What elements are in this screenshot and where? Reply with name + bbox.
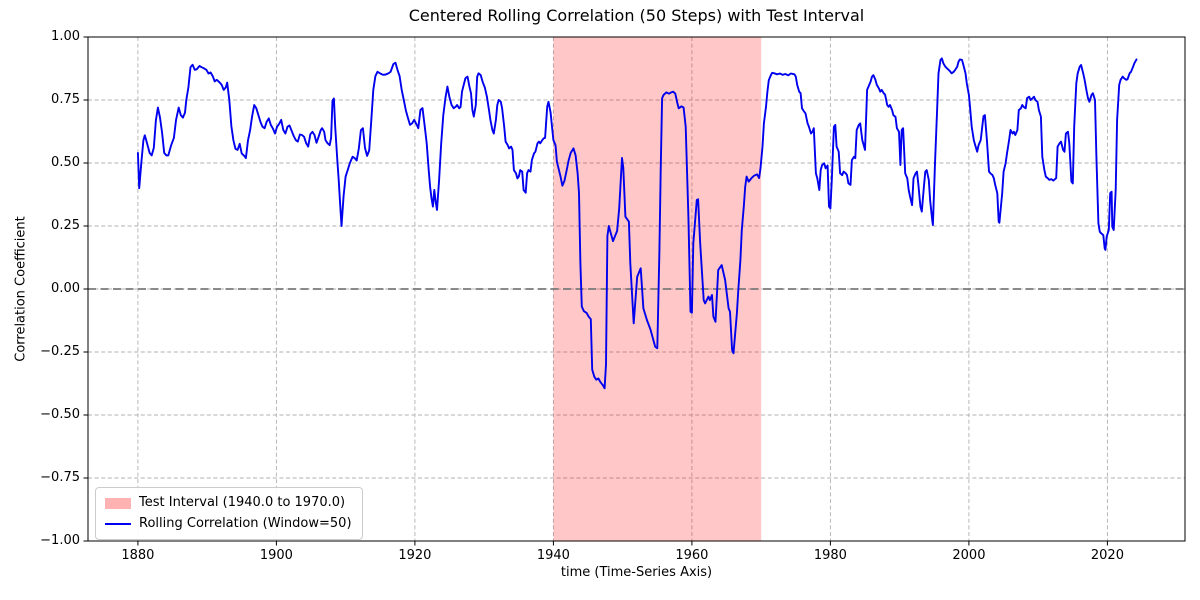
x-tick-label: 1940: [536, 548, 570, 563]
y-axis-label: Correlation Coefficient: [13, 216, 29, 362]
legend-label: Rolling Correlation (Window=50): [139, 516, 352, 531]
chart-title: Centered Rolling Correlation (50 Steps) …: [408, 6, 865, 25]
x-tick-label: 1920: [398, 548, 432, 563]
y-tick-label: 0.25: [51, 218, 80, 233]
y-tick-label: −0.25: [40, 344, 80, 359]
y-tick-label: 0.75: [51, 92, 80, 107]
x-axis-label: time (Time-Series Axis): [560, 565, 713, 580]
tick-marks: [83, 36, 1108, 546]
y-tick-label: 0.50: [51, 155, 80, 170]
y-tick-label: 1.00: [51, 29, 80, 44]
rolling-correlation-swatch: [105, 522, 131, 526]
x-tick-label: 2000: [952, 548, 986, 563]
x-tick-label: 1980: [813, 548, 847, 563]
rolling-correlation-line: [136, 57, 1138, 390]
y-tick-label: −0.75: [40, 470, 80, 485]
x-tick-label: 1960: [675, 548, 709, 563]
legend: Test Interval (1940.0 to 1970.0) Rolling…: [95, 487, 363, 540]
y-tick-label: −1.00: [40, 533, 80, 548]
y-tick-label: 0.00: [51, 281, 80, 296]
x-tick-label: 1880: [121, 548, 155, 563]
x-tick-label: 2020: [1090, 548, 1124, 563]
test-interval-swatch: [105, 497, 131, 509]
x-tick-label: 1900: [259, 548, 293, 563]
legend-item-rolling-correlation: Rolling Correlation (Window=50): [105, 516, 352, 532]
legend-item-test-interval: Test Interval (1940.0 to 1970.0): [105, 495, 352, 511]
legend-label: Test Interval (1940.0 to 1970.0): [139, 495, 346, 510]
y-tick-label: −0.50: [40, 407, 80, 422]
